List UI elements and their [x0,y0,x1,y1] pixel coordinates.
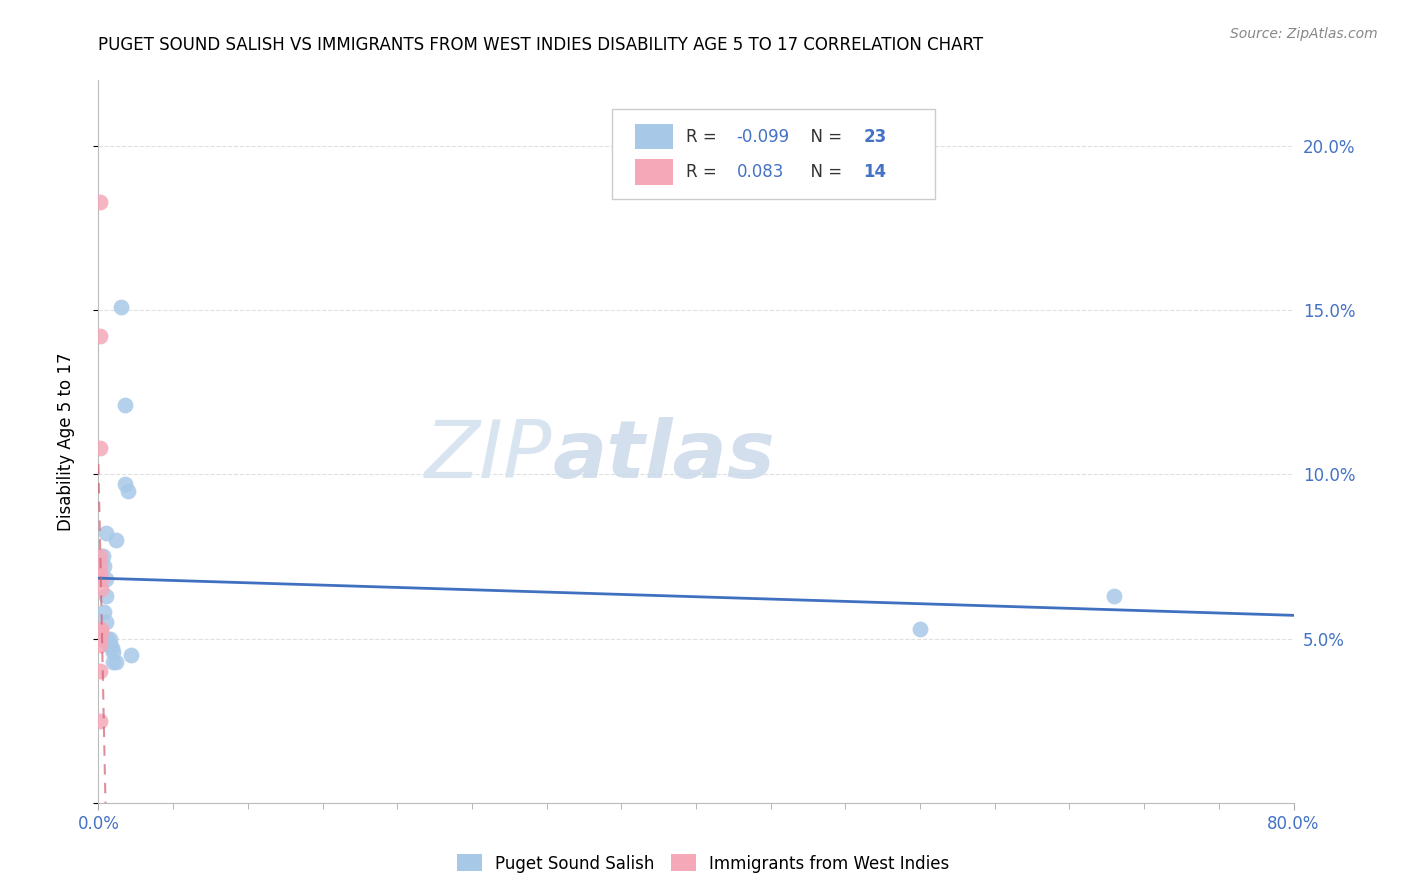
Point [90,625,112,640]
Point [90,573,112,587]
Text: 0.083: 0.083 [737,163,785,181]
Text: N =: N = [800,163,848,181]
FancyBboxPatch shape [636,124,673,149]
Point [89,559,111,574]
Point [89,549,111,564]
Point [94,526,117,541]
Point [101,641,124,656]
Point [98,632,122,646]
Text: R =: R = [686,163,728,181]
Point [90,622,112,636]
Y-axis label: Disability Age 5 to 17: Disability Age 5 to 17 [56,352,75,531]
Point [96,632,118,646]
Text: N =: N = [800,128,848,145]
Point [93,559,115,574]
Point [114,398,136,412]
Point [1104,589,1126,603]
Text: R =: R = [686,128,723,145]
Point [89,714,111,728]
Legend: Puget Sound Salish, Immigrants from West Indies: Puget Sound Salish, Immigrants from West… [450,847,956,880]
Point [89,566,111,580]
Text: -0.099: -0.099 [737,128,790,145]
Point [120,648,142,662]
Point [94,589,117,603]
Text: ZIP: ZIP [425,417,553,495]
Text: 23: 23 [863,128,887,145]
Point [89,329,111,343]
Point [93,605,115,619]
Text: PUGET SOUND SALISH VS IMMIGRANTS FROM WEST INDIES DISABILITY AGE 5 TO 17 CORRELA: PUGET SOUND SALISH VS IMMIGRANTS FROM WE… [98,36,984,54]
Point [908,622,931,636]
Text: Source: ZipAtlas.com: Source: ZipAtlas.com [1230,27,1378,41]
Text: 14: 14 [863,163,886,181]
Point [91,549,114,564]
Point [114,477,136,491]
Point [89,194,111,209]
Point [98,638,122,652]
Point [94,615,117,630]
Point [89,638,111,652]
Point [105,533,128,547]
Point [105,655,128,669]
Point [97,638,120,652]
Point [90,582,112,597]
Text: atlas: atlas [553,417,775,495]
Point [117,483,139,498]
FancyBboxPatch shape [613,109,935,200]
Point [103,655,125,669]
Point [89,632,111,646]
Point [103,645,125,659]
Point [110,300,132,314]
Point [89,665,111,679]
Point [89,441,111,455]
Point [94,573,117,587]
FancyBboxPatch shape [636,160,673,185]
